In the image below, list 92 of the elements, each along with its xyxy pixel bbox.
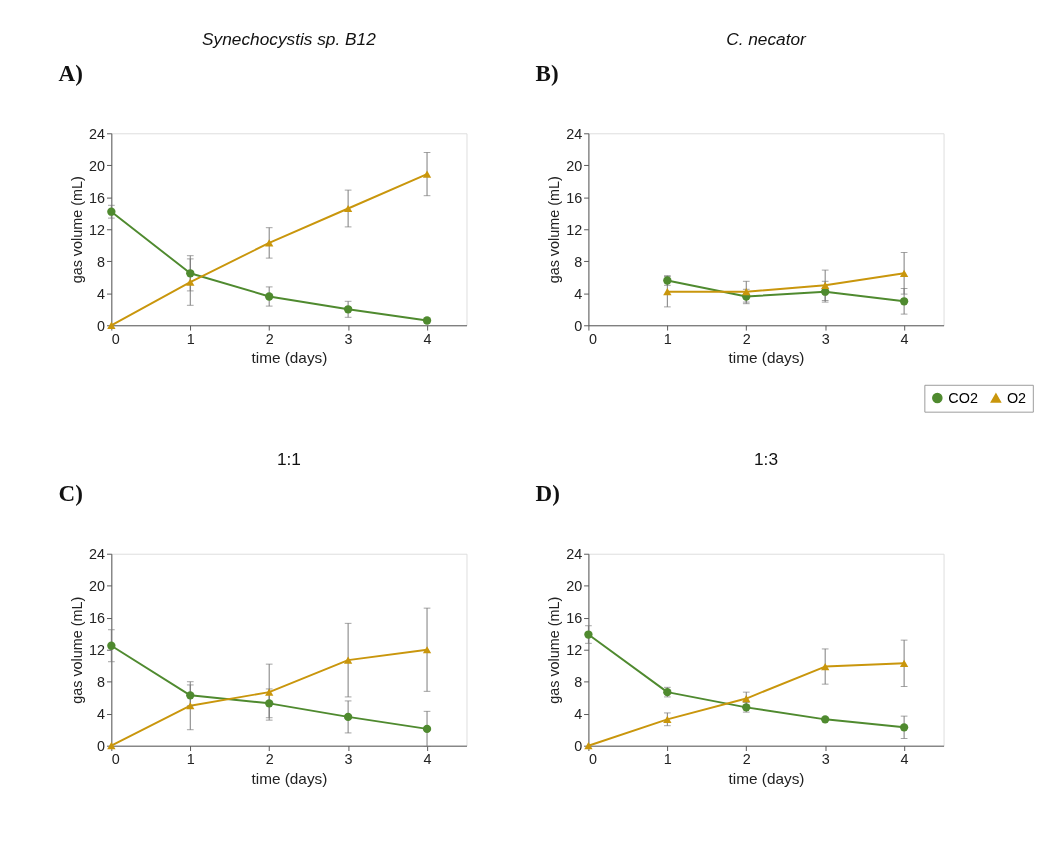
y-tick-label: 24 — [566, 125, 583, 142]
point — [343, 656, 353, 664]
y-tick-label: 8 — [574, 253, 583, 270]
text: A) — [58, 59, 83, 86]
point — [265, 699, 274, 708]
y-axis-title: gas volume (mL) — [546, 596, 563, 704]
x-tick-label: 2 — [265, 751, 274, 768]
point — [821, 281, 830, 289]
point — [422, 724, 432, 734]
x-tick-label: 0 — [111, 751, 120, 768]
y-tick-label: 12 — [89, 642, 106, 659]
point — [899, 723, 909, 732]
y-tick-label: 4 — [574, 285, 583, 302]
text: B) — [535, 59, 559, 86]
y-tick-label: 8 — [97, 253, 106, 270]
legend-label: O2 — [1006, 389, 1027, 406]
point — [265, 292, 274, 301]
point — [663, 288, 672, 296]
y-tick-label: 8 — [574, 674, 583, 691]
point — [343, 204, 353, 213]
y-tick-label: 20 — [566, 578, 583, 595]
point — [186, 691, 195, 700]
y-tick-label: 12 — [566, 221, 583, 238]
chart-title: Synechocystis sp. B12 — [202, 29, 377, 49]
text: C) — [58, 479, 83, 506]
point — [265, 688, 274, 696]
x-axis-title: time (days) — [728, 349, 805, 367]
x-tick-label: 2 — [265, 331, 274, 348]
y-tick-label: 12 — [89, 221, 106, 238]
point — [186, 269, 195, 278]
x-tick-label: 4 — [423, 331, 432, 348]
x-tick-label: 0 — [588, 331, 597, 348]
x-axis-title: time (days) — [251, 769, 328, 787]
point — [343, 305, 353, 314]
x-tick-label: 0 — [588, 751, 597, 768]
y-tick-label: 16 — [89, 189, 106, 206]
point — [343, 712, 353, 722]
chart-title: C. necator — [726, 29, 808, 49]
point — [584, 630, 593, 639]
x-tick-label: 2 — [742, 751, 751, 768]
y-axis-title: gas volume (mL) — [69, 596, 86, 704]
x-tick-label: 2 — [742, 331, 751, 348]
y-axis-title: gas volume (mL) — [546, 176, 563, 284]
x-tick-label: 1 — [663, 331, 672, 348]
y-tick-label: 4 — [97, 706, 106, 722]
y-tick-label: 24 — [89, 125, 106, 142]
point — [422, 646, 432, 654]
y-tick-label: 0 — [574, 738, 583, 754]
point — [186, 278, 195, 286]
y-tick-label: 20 — [566, 157, 583, 174]
text: D) — [535, 479, 560, 506]
point — [899, 659, 909, 667]
y-tick-label: 4 — [574, 706, 583, 722]
x-tick-label: 4 — [900, 331, 909, 348]
point — [107, 207, 116, 216]
x-tick-label: 4 — [900, 751, 909, 768]
point — [422, 170, 432, 178]
chart-title: 1:1 — [276, 449, 301, 470]
x-tick-label: 3 — [821, 751, 830, 768]
x-axis-title: time (days) — [251, 349, 328, 367]
x-axis-title: time (days) — [728, 769, 805, 787]
y-tick-label: 20 — [89, 578, 106, 595]
y-tick-label: 4 — [97, 285, 106, 302]
point — [899, 269, 909, 277]
x-tick-label: 1 — [186, 331, 195, 348]
y-tick-label: 16 — [89, 610, 106, 627]
x-tick-label: 4 — [423, 751, 432, 768]
chart-title: 1:3 — [753, 449, 778, 470]
x-tick-label: 3 — [344, 331, 353, 348]
x-tick-label: 1 — [186, 751, 195, 768]
point — [742, 288, 751, 296]
y-tick-label: 24 — [89, 546, 106, 563]
y-tick-label: 0 — [97, 317, 106, 334]
point — [107, 641, 116, 650]
point — [899, 297, 909, 306]
x-tick-label: 1 — [663, 751, 672, 768]
y-tick-label: 12 — [566, 642, 583, 659]
y-tick-label: 24 — [566, 546, 583, 563]
legend-label: CO2 — [948, 389, 978, 406]
point — [663, 715, 672, 723]
y-tick-label: 16 — [566, 610, 583, 627]
y-tick-label: 20 — [89, 157, 106, 174]
point — [821, 715, 830, 724]
y-axis-title: gas volume (mL) — [69, 176, 86, 284]
y-tick-label: 0 — [97, 738, 106, 754]
x-tick-label: 0 — [111, 331, 120, 348]
x-tick-label: 3 — [344, 751, 353, 768]
x-tick-label: 3 — [821, 331, 830, 348]
y-tick-label: 16 — [566, 189, 583, 206]
point — [821, 662, 830, 671]
y-tick-label: 8 — [97, 674, 106, 691]
y-tick-label: 0 — [574, 317, 583, 334]
